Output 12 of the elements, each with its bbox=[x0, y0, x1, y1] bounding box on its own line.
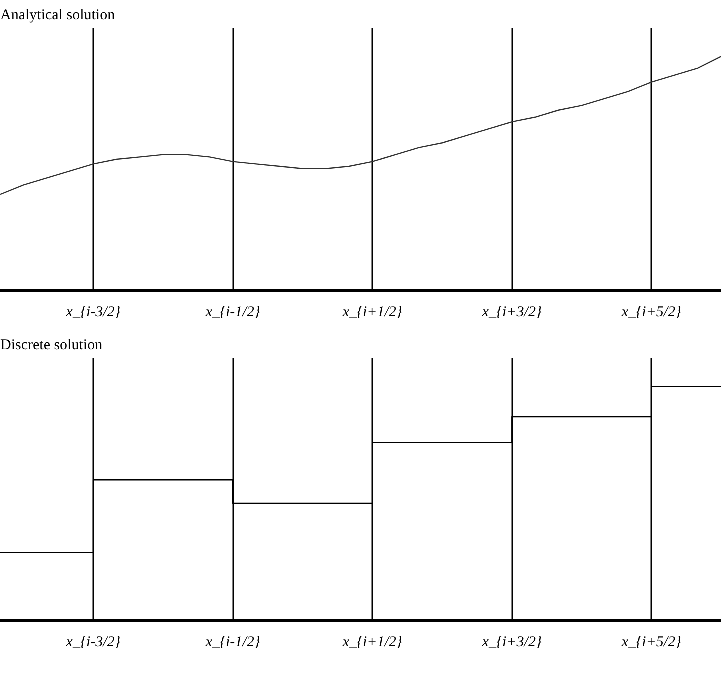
x-tick-label: x_{i+5/2} bbox=[620, 304, 682, 320]
x-tick-label: x_{i+1/2} bbox=[342, 304, 402, 320]
x-tick-label: x_{i-3/2} bbox=[65, 304, 121, 320]
x-tick-label: x_{i-3/2} bbox=[65, 634, 121, 650]
x-tick-label: x_{i-1/2} bbox=[204, 634, 260, 650]
chart-title: Analytical solution bbox=[0, 8, 116, 24]
x-tick-label: x_{i+3/2} bbox=[481, 634, 542, 650]
chart-title: Discrete solution bbox=[0, 338, 104, 354]
x-tick-label: x_{i+5/2} bbox=[620, 634, 682, 650]
x-tick-label: x_{i+1/2} bbox=[342, 634, 402, 650]
x-tick-label: x_{i+3/2} bbox=[481, 304, 542, 320]
x-tick-label: x_{i-1/2} bbox=[204, 304, 260, 320]
